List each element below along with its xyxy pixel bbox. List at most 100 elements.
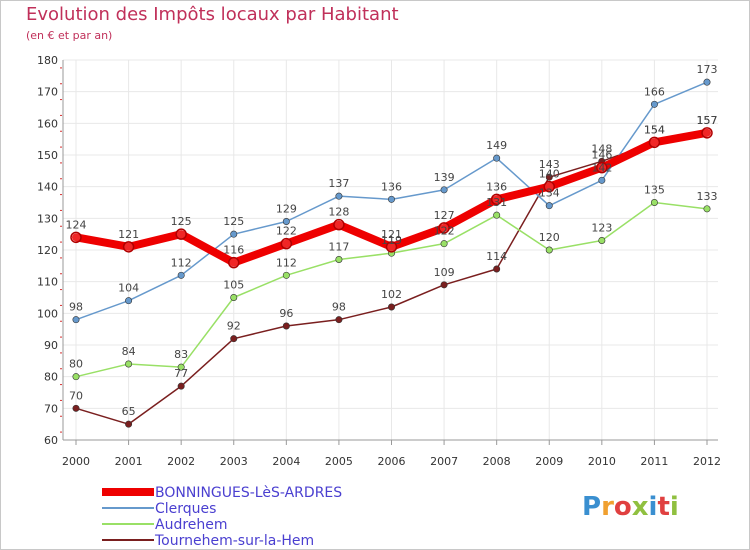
y-tick-label: 180 — [37, 54, 58, 67]
data-point — [177, 363, 185, 371]
x-tick-label: 2008 — [483, 455, 511, 468]
logo-letter: i — [649, 492, 658, 522]
data-point — [230, 230, 238, 238]
data-point — [648, 136, 661, 149]
data-label: 116 — [223, 244, 244, 257]
y-tick-label: 120 — [37, 244, 58, 257]
data-point — [701, 127, 713, 139]
legend-label: Audrehem — [155, 517, 228, 533]
data-point — [177, 271, 185, 279]
data-point — [703, 78, 711, 86]
legend-label: BONNINGUES-LèS-ARDRES — [155, 485, 342, 501]
data-label: 154 — [644, 123, 665, 136]
legend-label: Clerques — [155, 501, 216, 517]
logo-letter: r — [601, 492, 614, 522]
x-tick-label: 2009 — [535, 455, 563, 468]
data-point — [545, 173, 553, 181]
data-point — [282, 322, 290, 330]
data-point — [493, 211, 501, 219]
data-label: 70 — [69, 389, 83, 402]
data-label: 154 — [644, 123, 665, 136]
data-point — [440, 281, 448, 289]
data-point — [387, 303, 395, 311]
x-tick-label: 2011 — [640, 455, 668, 468]
data-point — [72, 404, 80, 412]
data-label: 104 — [118, 282, 139, 295]
data-label: 98 — [69, 301, 83, 314]
data-label: 125 — [223, 215, 244, 228]
data-point — [335, 316, 343, 324]
proxiti-logo: Proxiti — [582, 492, 679, 522]
data-label: 119 — [381, 234, 402, 247]
data-point — [440, 240, 448, 248]
data-point — [125, 360, 133, 368]
legend: BONNINGUES-LèS-ARDRESClerquesAudrehemTou… — [102, 485, 342, 549]
data-label: 139 — [434, 171, 455, 184]
data-label: 112 — [171, 256, 192, 269]
data-point — [175, 228, 187, 240]
data-label: 136 — [381, 180, 402, 193]
data-point — [493, 154, 501, 162]
data-label: 117 — [328, 241, 349, 254]
data-point — [440, 186, 448, 194]
data-label: 173 — [697, 63, 718, 76]
y-tick-label: 140 — [37, 181, 58, 194]
x-tick-label: 2010 — [588, 455, 616, 468]
data-label: 123 — [591, 222, 612, 235]
data-label: 102 — [381, 288, 402, 301]
data-label: 65 — [122, 405, 136, 418]
data-point — [598, 176, 606, 184]
data-point — [228, 256, 240, 269]
data-label: 133 — [697, 190, 718, 203]
data-point — [280, 237, 293, 250]
data-label: 127 — [434, 209, 455, 222]
data-label: 109 — [434, 266, 455, 279]
logo-text: Proxiti — [582, 492, 679, 522]
data-label: 84 — [122, 345, 136, 358]
data-label: 157 — [697, 114, 718, 127]
y-tick-label: 160 — [37, 117, 58, 130]
data-label: 105 — [223, 279, 244, 292]
y-tick-label: 100 — [37, 307, 58, 320]
data-point — [493, 265, 501, 273]
x-tick-label: 2004 — [272, 455, 300, 468]
data-point — [387, 195, 395, 203]
data-point — [72, 316, 80, 324]
data-label: 122 — [434, 225, 455, 238]
data-label: 96 — [279, 307, 293, 320]
data-label: 142 — [591, 161, 612, 174]
data-point — [230, 293, 238, 301]
data-label: 140 — [539, 168, 560, 181]
data-label: 112 — [276, 256, 297, 269]
data-point — [335, 255, 343, 263]
data-label: 157 — [697, 114, 718, 127]
data-point — [490, 193, 503, 206]
y-tick-label: 60 — [44, 434, 58, 447]
data-label: 131 — [486, 196, 507, 209]
data-point — [545, 202, 553, 210]
chart-title: Evolution des Impôts locaux par Habitant — [26, 4, 399, 25]
logo-letter: o — [614, 492, 632, 522]
grid — [63, 59, 718, 441]
data-point — [650, 199, 658, 207]
data-point — [282, 271, 290, 279]
x-tick-label: 2007 — [430, 455, 458, 468]
data-point — [335, 192, 343, 200]
data-point — [598, 237, 606, 245]
y-tick-label: 170 — [37, 86, 58, 99]
x-tick-label: 2000 — [62, 455, 90, 468]
logo-letter: x — [632, 492, 649, 522]
data-point — [122, 241, 135, 253]
y-tick-label: 130 — [37, 212, 58, 225]
data-label: 114 — [486, 250, 507, 263]
data-label: 124 — [66, 218, 87, 231]
data-label: 125 — [171, 215, 192, 228]
data-label: 122 — [276, 225, 297, 238]
data-point — [438, 222, 450, 234]
data-point — [650, 100, 658, 108]
legend-label: Tournehem-sur-la-Hem — [154, 533, 314, 549]
data-label: 146 — [591, 149, 612, 162]
y-tick-label: 150 — [37, 149, 58, 162]
series-group — [70, 78, 713, 428]
